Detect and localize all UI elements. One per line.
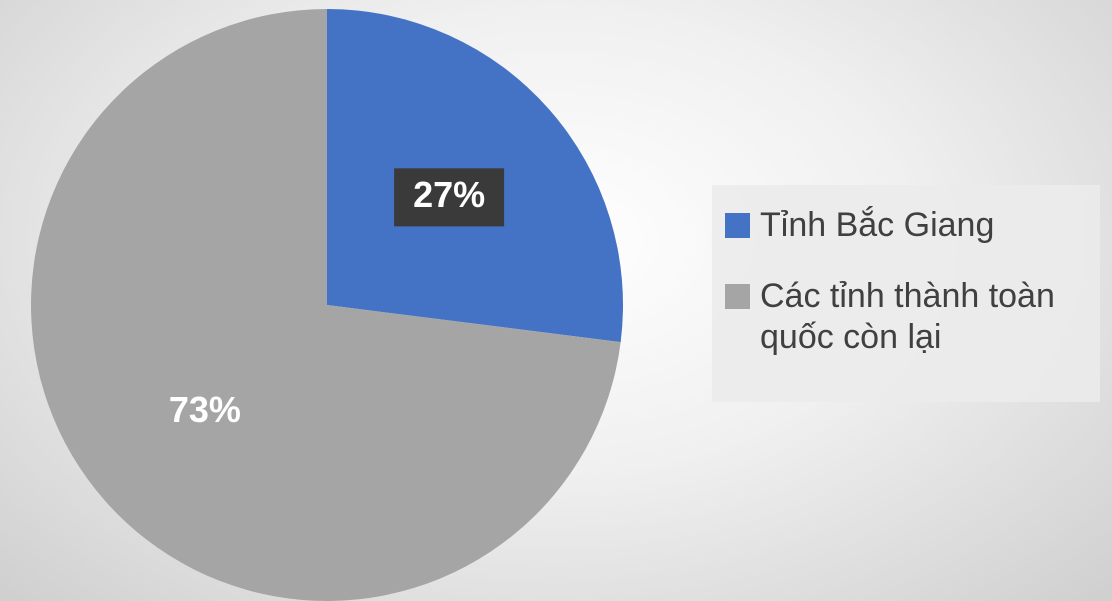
data-label: 73% (169, 389, 241, 430)
legend-label: Tỉnh Bắc Giang (760, 206, 995, 244)
legend-swatch (725, 213, 750, 238)
pie-slice (30, 9, 621, 601)
legend-swatch (725, 284, 750, 309)
legend-entry: Tỉnh Bắc Giang (725, 205, 1100, 246)
legend: Tỉnh Bắc Giang Các tỉnh thành toàn quốc c… (712, 185, 1100, 402)
label-box (394, 168, 505, 227)
data-label: 27% (413, 174, 485, 215)
legend-label: Các tỉnh thành toàn quốc còn lại (760, 277, 1055, 356)
legend-entry: Các tỉnh thành toàn quốc còn lại (725, 276, 1100, 358)
